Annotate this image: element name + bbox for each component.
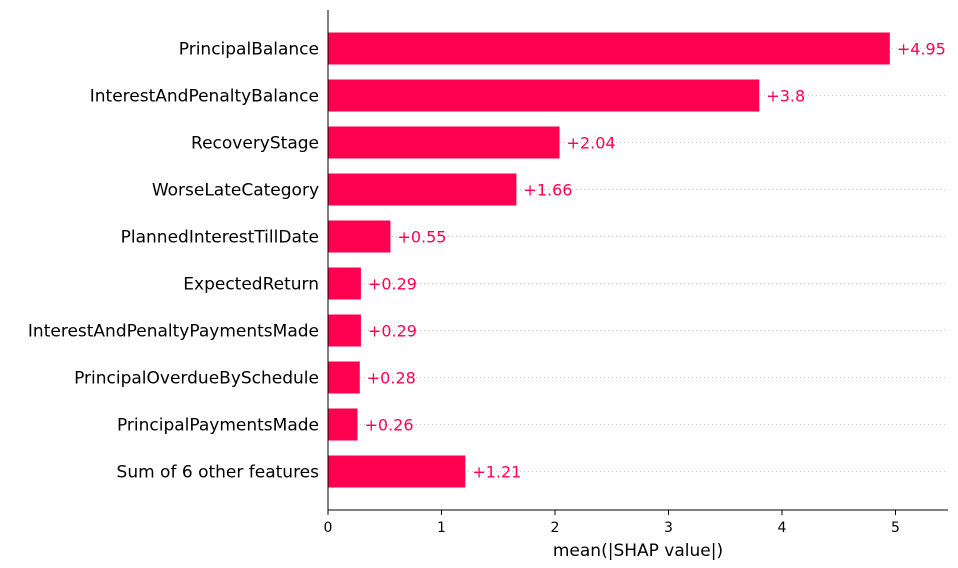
- category-label: PlannedInterestTillDate: [121, 228, 319, 248]
- x-tick-label: 4: [778, 520, 787, 536]
- value-label: +4.95: [897, 40, 946, 59]
- category-label: InterestAndPenaltyPaymentsMade: [28, 322, 319, 342]
- bar: [328, 267, 361, 300]
- x-tick-label: 2: [551, 520, 560, 536]
- bar: [328, 173, 517, 206]
- value-label: +0.29: [368, 275, 417, 294]
- bar: [328, 126, 560, 159]
- category-label: Sum of 6 other features: [117, 463, 320, 483]
- category-label: InterestAndPenaltyBalance: [90, 87, 319, 107]
- bar: [328, 361, 360, 394]
- bar: [328, 314, 361, 347]
- value-label: +0.29: [368, 322, 417, 341]
- value-label: +1.21: [472, 463, 521, 482]
- bar: [328, 220, 391, 253]
- category-label: PrincipalBalance: [179, 40, 319, 60]
- x-tick-label: 5: [891, 520, 900, 536]
- x-axis-title: mean(|SHAP value|): [553, 541, 723, 561]
- value-label: +3.8: [766, 87, 805, 106]
- value-label: +0.28: [367, 369, 416, 388]
- value-label: +0.55: [397, 228, 446, 247]
- category-label: WorseLateCategory: [152, 181, 319, 201]
- category-label: ExpectedReturn: [183, 275, 319, 295]
- x-ticks: 0 1 2 3 4 5: [324, 510, 900, 536]
- value-labels: +4.95 +3.8 +2.04 +1.66 +0.55 +0.29 +0.29 +0.28 +…: [365, 40, 946, 482]
- category-labels: PrincipalBalance InterestAndPenaltyBalanc…: [28, 40, 319, 483]
- value-label: +2.04: [567, 134, 616, 153]
- grid-lines: [328, 48, 948, 472]
- x-tick-label: 1: [437, 520, 446, 536]
- category-label: PrincipalPaymentsMade: [117, 416, 319, 436]
- value-label: +1.66: [523, 181, 572, 200]
- x-tick-label: 3: [664, 520, 673, 536]
- bars: [328, 32, 890, 488]
- bar: [328, 455, 466, 488]
- category-label: RecoveryStage: [191, 134, 319, 154]
- value-label: +0.26: [365, 416, 414, 435]
- bar: [328, 408, 358, 441]
- bar: [328, 79, 760, 112]
- bar: [328, 32, 890, 65]
- x-tick-label: 0: [324, 520, 333, 536]
- category-label: PrincipalOverdueBySchedule: [74, 369, 319, 389]
